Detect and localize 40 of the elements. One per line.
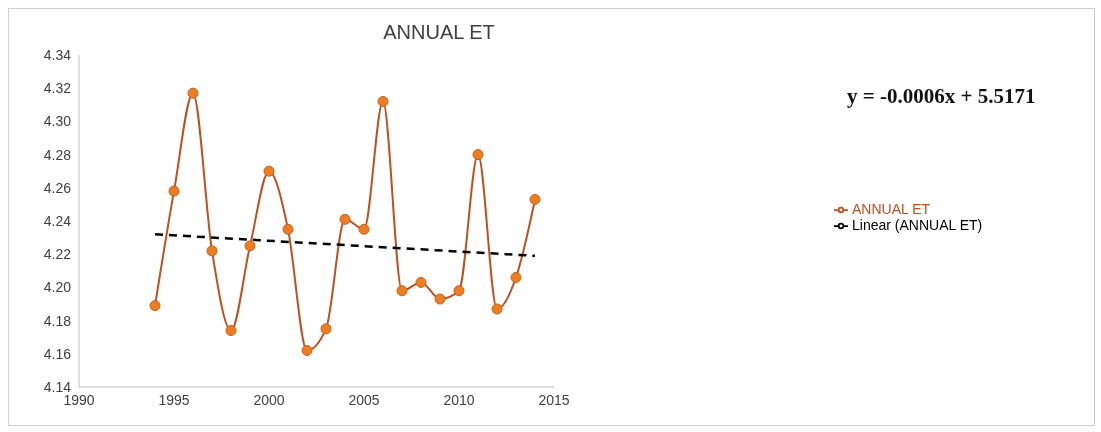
y-tick-label: 4.18 [43,312,72,329]
point [206,245,218,257]
point [491,303,503,315]
point [453,285,465,297]
point [396,285,408,297]
y-tick-label: 4.34 [43,46,72,63]
point [472,149,484,161]
y-tick-label: 4.20 [43,279,72,296]
x-tick-label: 2015 [538,391,570,408]
x-tick-label: 2005 [348,391,380,408]
point [320,323,332,335]
x-tick-label: 2000 [253,391,285,408]
point [168,185,180,197]
y-tick-label: 4.30 [43,113,72,130]
y-tick-label: 4.22 [43,246,72,263]
chart-title: ANNUAL ET [382,21,496,44]
y-tick-label: 4.16 [43,345,72,362]
x-tick-label: 2010 [443,391,475,408]
y-tick-label: 4.24 [43,212,72,229]
point [529,193,541,205]
legend-label: ANNUAL ET [852,200,931,217]
point [339,213,351,225]
point [263,165,275,177]
point [225,325,237,337]
point [187,87,199,99]
text: y = -0.0006x + 5.5171 [847,84,1036,109]
point [415,276,427,288]
point [377,95,389,107]
point [510,271,522,283]
point [244,240,256,252]
point [301,344,313,356]
y-tick-label: 4.28 [43,146,72,163]
x-tick-label: 1995 [158,391,190,408]
point [282,223,294,235]
point [434,293,446,305]
y-tick-label: 4.32 [43,80,72,97]
point [358,223,370,235]
y-tick-label: 4.26 [43,179,72,196]
point [149,300,161,312]
legend-label: Linear (ANNUAL ET) [852,217,983,233]
